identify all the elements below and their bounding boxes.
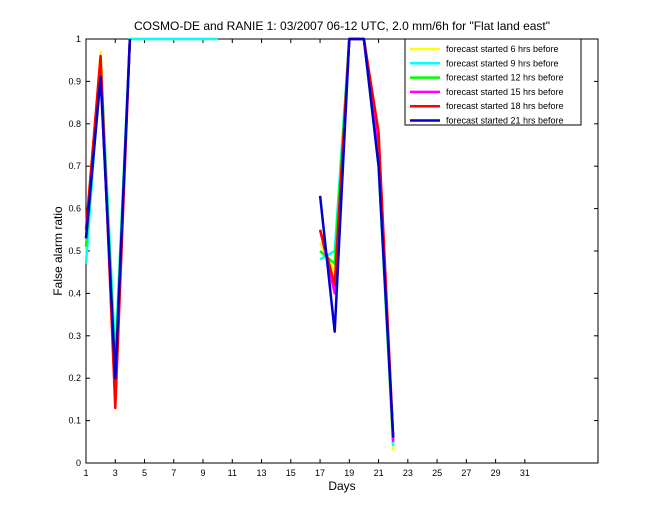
series-line-5 (84, 38, 132, 380)
y-tick-label: 0 (76, 458, 81, 468)
x-tick-label: 17 (315, 468, 325, 478)
x-tick-label: 9 (201, 468, 206, 478)
x-tick-label: 23 (403, 468, 413, 478)
series-line-5 (318, 37, 395, 438)
x-tick-label: 7 (171, 468, 176, 478)
x-tick-label: 31 (520, 468, 530, 478)
y-tick-label: 0.1 (68, 416, 81, 426)
legend-box (404, 38, 582, 126)
legend-label: forecast started 9 hrs before (446, 58, 559, 68)
x-tick-label: 5 (142, 468, 147, 478)
x-tick-label: 11 (228, 468, 237, 478)
x-tick-label: 29 (491, 468, 501, 478)
x-axis-label: Days (328, 479, 355, 493)
y-tick-label: 0.7 (68, 161, 81, 171)
legend-label: forecast started 21 hrs before (446, 116, 564, 126)
y-tick-label: 1 (76, 34, 81, 44)
x-tick-label: 13 (257, 468, 267, 478)
legend-label: forecast started 15 hrs before (446, 87, 564, 97)
x-tick-label: 3 (113, 468, 118, 478)
x-tick-label: 27 (461, 468, 471, 478)
x-tick-label: 25 (432, 468, 442, 478)
y-tick-label: 0.3 (68, 331, 81, 341)
legend: forecast started 6 hrs before forecast st… (404, 38, 582, 126)
x-tick-label: 15 (286, 468, 296, 478)
y-tick-label: 0.6 (68, 204, 81, 214)
y-tick-label: 0.9 (68, 76, 81, 86)
x-tick-label: 1 (83, 468, 88, 478)
y-tick-label: 0.2 (68, 373, 81, 383)
legend-label: forecast started 18 hrs before (446, 101, 564, 111)
legend-label: forecast started 12 hrs before (446, 73, 564, 83)
x-tick-label: 21 (374, 468, 384, 478)
legend-label: forecast started 6 hrs before (446, 44, 559, 54)
y-tick-label: 0.5 (68, 246, 81, 256)
y-tick-label: 0.8 (68, 119, 81, 129)
y-tick-label: 0.4 (68, 288, 81, 298)
y-axis-label: False alarm ratio (51, 206, 65, 296)
x-tick-label: 19 (344, 468, 354, 478)
series-lines (84, 37, 395, 451)
chart-title: COSMO-DE and RANIE 1: 03/2007 06-12 UTC,… (134, 19, 550, 33)
